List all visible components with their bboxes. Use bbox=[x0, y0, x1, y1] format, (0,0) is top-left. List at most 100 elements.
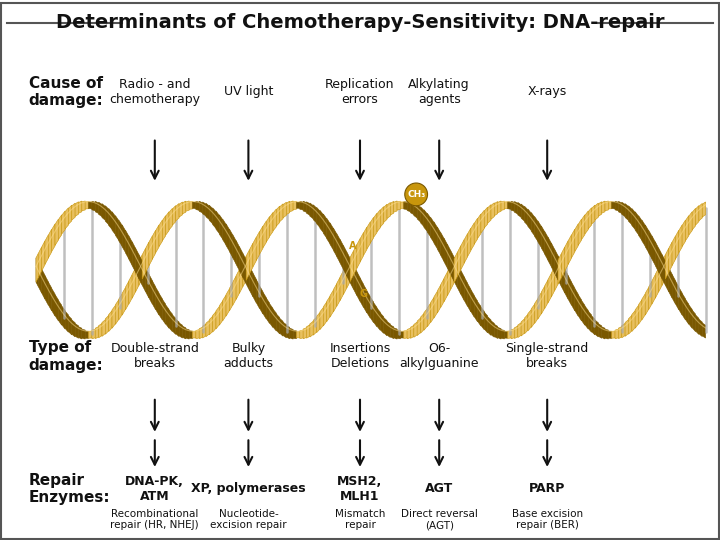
Polygon shape bbox=[354, 265, 357, 295]
Polygon shape bbox=[655, 242, 659, 272]
Polygon shape bbox=[491, 202, 495, 219]
Polygon shape bbox=[210, 316, 212, 335]
Polygon shape bbox=[196, 201, 199, 211]
Polygon shape bbox=[269, 303, 273, 328]
Text: Base excision
repair (BER): Base excision repair (BER) bbox=[512, 509, 582, 530]
Polygon shape bbox=[528, 209, 531, 231]
Polygon shape bbox=[659, 261, 662, 292]
Polygon shape bbox=[582, 300, 585, 325]
Polygon shape bbox=[317, 313, 320, 333]
Polygon shape bbox=[639, 300, 642, 325]
Polygon shape bbox=[544, 231, 548, 260]
Polygon shape bbox=[487, 205, 491, 224]
Polygon shape bbox=[622, 323, 625, 338]
Polygon shape bbox=[558, 256, 562, 287]
Polygon shape bbox=[364, 285, 367, 313]
Polygon shape bbox=[230, 229, 233, 258]
Polygon shape bbox=[404, 330, 407, 339]
Polygon shape bbox=[397, 201, 400, 210]
Polygon shape bbox=[206, 203, 210, 220]
Polygon shape bbox=[602, 327, 605, 339]
Polygon shape bbox=[568, 235, 572, 265]
Polygon shape bbox=[541, 286, 544, 314]
Polygon shape bbox=[38, 247, 42, 278]
Polygon shape bbox=[538, 293, 541, 319]
Polygon shape bbox=[317, 207, 320, 227]
Polygon shape bbox=[350, 251, 354, 282]
Polygon shape bbox=[62, 306, 65, 329]
Text: X-rays: X-rays bbox=[528, 85, 567, 98]
Polygon shape bbox=[414, 202, 417, 218]
Polygon shape bbox=[243, 256, 246, 287]
Text: Insertions
Deletions: Insertions Deletions bbox=[329, 342, 391, 370]
Polygon shape bbox=[377, 308, 380, 330]
Text: Recombinational
repair (HR, NHEJ): Recombinational repair (HR, NHEJ) bbox=[110, 509, 199, 530]
Polygon shape bbox=[196, 329, 199, 339]
Polygon shape bbox=[350, 258, 354, 289]
Polygon shape bbox=[474, 218, 477, 244]
Polygon shape bbox=[202, 202, 206, 216]
Polygon shape bbox=[112, 212, 115, 235]
Polygon shape bbox=[289, 201, 293, 212]
Polygon shape bbox=[665, 248, 669, 279]
Polygon shape bbox=[82, 329, 85, 339]
Polygon shape bbox=[467, 284, 471, 312]
Polygon shape bbox=[629, 315, 632, 334]
Polygon shape bbox=[495, 201, 498, 216]
Polygon shape bbox=[105, 315, 109, 334]
Polygon shape bbox=[605, 201, 608, 211]
Polygon shape bbox=[189, 201, 192, 210]
Polygon shape bbox=[508, 330, 511, 339]
Polygon shape bbox=[417, 318, 420, 336]
Polygon shape bbox=[437, 227, 441, 255]
Polygon shape bbox=[454, 257, 457, 288]
Polygon shape bbox=[95, 201, 99, 213]
Polygon shape bbox=[68, 316, 72, 335]
Polygon shape bbox=[505, 331, 508, 338]
Polygon shape bbox=[85, 201, 89, 209]
Polygon shape bbox=[102, 204, 105, 220]
Polygon shape bbox=[72, 320, 75, 337]
Polygon shape bbox=[461, 240, 464, 270]
Polygon shape bbox=[685, 299, 689, 325]
Polygon shape bbox=[179, 202, 182, 217]
Polygon shape bbox=[65, 208, 68, 229]
Polygon shape bbox=[471, 289, 474, 317]
Polygon shape bbox=[528, 309, 531, 331]
Polygon shape bbox=[176, 204, 179, 221]
Polygon shape bbox=[511, 329, 515, 339]
Polygon shape bbox=[42, 241, 45, 271]
Polygon shape bbox=[498, 201, 501, 213]
Polygon shape bbox=[253, 237, 256, 267]
Polygon shape bbox=[55, 219, 58, 246]
Polygon shape bbox=[256, 279, 260, 308]
Polygon shape bbox=[269, 212, 273, 237]
Text: Double-strand
breaks: Double-strand breaks bbox=[110, 342, 199, 370]
Polygon shape bbox=[665, 261, 669, 292]
Polygon shape bbox=[682, 220, 685, 247]
Polygon shape bbox=[149, 236, 152, 266]
Polygon shape bbox=[400, 332, 404, 338]
Polygon shape bbox=[283, 202, 287, 218]
Polygon shape bbox=[524, 206, 528, 226]
Polygon shape bbox=[287, 201, 289, 214]
Polygon shape bbox=[384, 204, 387, 222]
Polygon shape bbox=[394, 328, 397, 339]
Polygon shape bbox=[575, 224, 578, 252]
Polygon shape bbox=[78, 327, 82, 339]
Polygon shape bbox=[337, 277, 340, 307]
Polygon shape bbox=[679, 287, 682, 315]
Polygon shape bbox=[548, 237, 552, 267]
Polygon shape bbox=[89, 331, 92, 338]
Polygon shape bbox=[152, 281, 156, 309]
Polygon shape bbox=[592, 316, 595, 335]
Polygon shape bbox=[142, 261, 145, 292]
Polygon shape bbox=[397, 330, 400, 339]
Polygon shape bbox=[266, 217, 269, 242]
Polygon shape bbox=[692, 208, 696, 230]
Polygon shape bbox=[139, 255, 142, 286]
Polygon shape bbox=[675, 281, 679, 310]
Polygon shape bbox=[129, 275, 132, 304]
Polygon shape bbox=[464, 277, 467, 306]
Polygon shape bbox=[92, 201, 95, 211]
